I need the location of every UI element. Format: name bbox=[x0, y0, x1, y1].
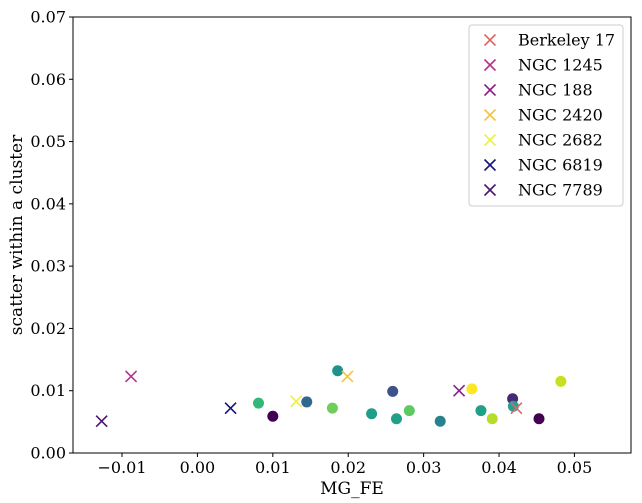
x-tick-label: 0.05 bbox=[557, 458, 593, 477]
legend-marker bbox=[483, 83, 497, 97]
series-point bbox=[95, 415, 108, 428]
scatter-point bbox=[301, 396, 313, 408]
x-tick-label: −0.01 bbox=[97, 458, 146, 477]
series-point bbox=[224, 402, 237, 415]
legend-entry: NGC 188 bbox=[518, 81, 593, 100]
y-tick-label: 0.04 bbox=[30, 194, 66, 213]
legend-entry: NGC 6819 bbox=[518, 156, 603, 175]
scatter-point bbox=[332, 365, 344, 377]
legend-marker bbox=[483, 108, 497, 122]
series-point bbox=[124, 370, 138, 383]
axes: −0.01 0.00 0.01 0.02 0.03 0.04 0.05 0.00 0.01 0.0… bbox=[30, 8, 592, 478]
scatter-point bbox=[466, 383, 478, 395]
legend-entry: Berkeley 17 bbox=[518, 31, 615, 50]
scatter-point bbox=[555, 375, 567, 387]
legend-marker bbox=[483, 158, 497, 172]
scatter-point bbox=[533, 413, 545, 425]
legend-entry: NGC 2682 bbox=[518, 131, 603, 150]
legend-marker bbox=[483, 133, 497, 147]
scatter-point bbox=[267, 410, 279, 422]
x-tick-label: 0.02 bbox=[330, 458, 366, 477]
y-tick-label: 0.02 bbox=[30, 319, 66, 338]
scatter-point bbox=[475, 405, 487, 417]
y-axis-label: scatter within a cluster bbox=[7, 134, 27, 335]
scatter-point bbox=[403, 405, 415, 417]
y-tick-label: 0.06 bbox=[30, 70, 66, 89]
legend-marker bbox=[483, 58, 497, 72]
series-point bbox=[341, 370, 354, 383]
legend-box bbox=[468, 24, 624, 207]
x-tick-label: 0.01 bbox=[255, 458, 291, 477]
y-tick-label: 0.07 bbox=[30, 8, 66, 27]
legend: Berkeley 17 NGC 1245 NGC 188 NGC 2420 NGC 26… bbox=[468, 24, 624, 207]
x-tick-label: 0.03 bbox=[406, 458, 442, 477]
legend-entry: NGC 2420 bbox=[518, 106, 603, 125]
data-marks bbox=[95, 365, 567, 428]
x-axis-label: MG_FE bbox=[320, 479, 384, 499]
x-tick-label: 0.04 bbox=[481, 458, 517, 477]
legend-marker bbox=[483, 33, 497, 47]
legend-marker bbox=[483, 183, 497, 197]
y-tick-label: 0.01 bbox=[30, 381, 66, 400]
scatter-point bbox=[326, 402, 338, 414]
x-tick-label: 0.00 bbox=[180, 458, 216, 477]
scatter-point bbox=[434, 415, 446, 427]
legend-entry: NGC 1245 bbox=[518, 56, 603, 75]
y-tick-label: 0.03 bbox=[30, 257, 66, 276]
scatter-point bbox=[366, 408, 378, 420]
series-point bbox=[290, 395, 303, 408]
series-point bbox=[510, 402, 523, 415]
y-tick-label: 0.05 bbox=[30, 132, 66, 151]
scatter-point bbox=[387, 385, 399, 397]
series-point bbox=[453, 384, 466, 397]
plot-frame bbox=[72, 16, 632, 454]
scatter-point bbox=[252, 397, 264, 409]
scatter-point bbox=[390, 413, 402, 425]
scatter-point bbox=[486, 413, 498, 425]
y-tick-label: 0.00 bbox=[30, 444, 66, 463]
legend-entry: NGC 7789 bbox=[518, 181, 603, 200]
